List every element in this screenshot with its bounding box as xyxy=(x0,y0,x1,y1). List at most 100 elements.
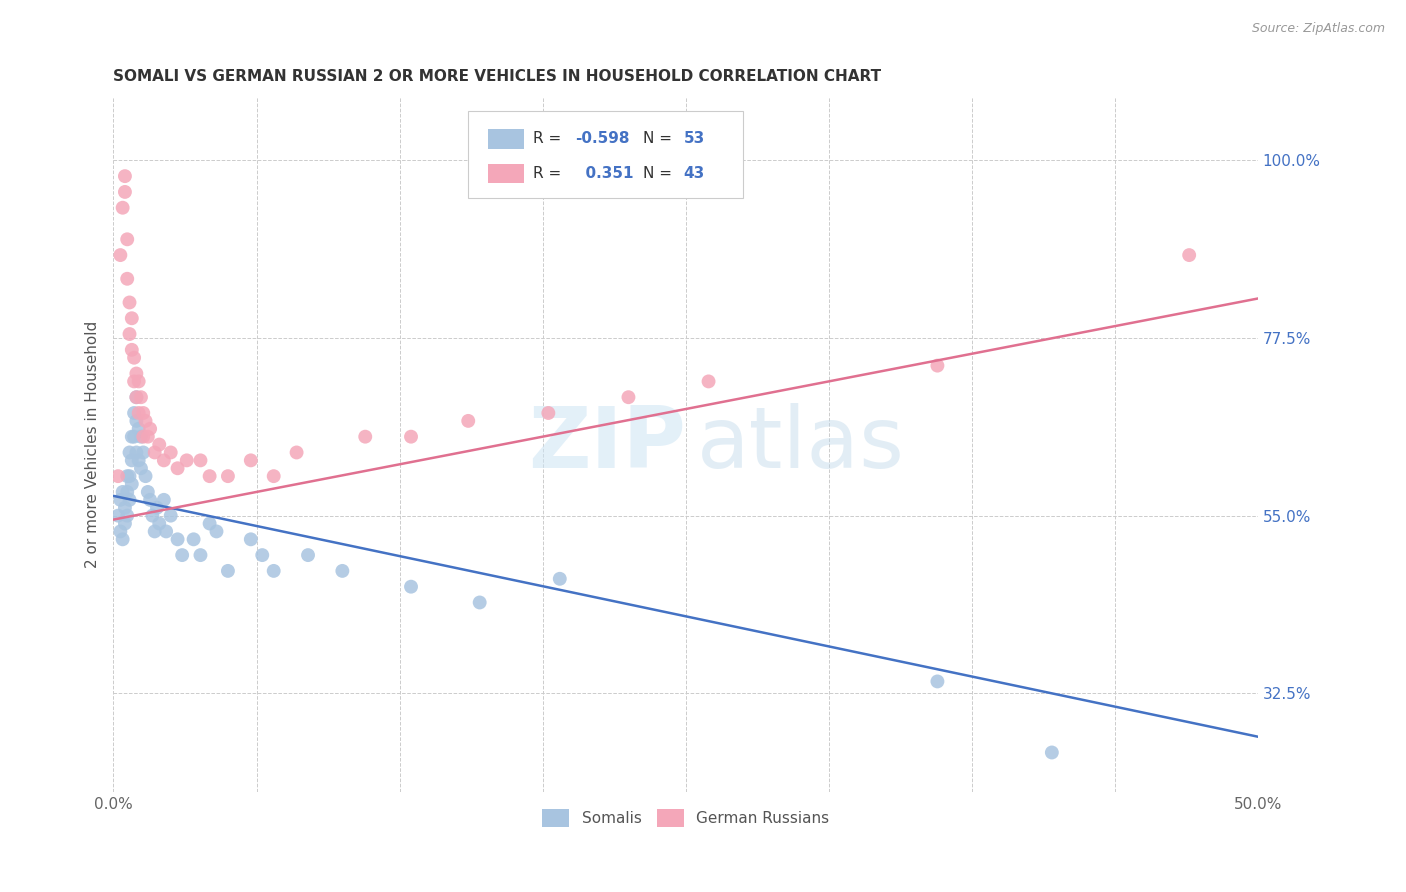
FancyBboxPatch shape xyxy=(468,112,742,198)
Point xyxy=(114,185,136,199)
Point xyxy=(121,430,143,444)
Point xyxy=(155,524,177,539)
Text: Source: ZipAtlas.com: Source: ZipAtlas.com xyxy=(1251,22,1385,36)
Point xyxy=(122,375,145,389)
Point xyxy=(125,390,148,404)
Point xyxy=(135,469,157,483)
Point xyxy=(166,533,188,547)
Point xyxy=(927,359,949,373)
Point xyxy=(697,375,720,389)
Point xyxy=(190,548,212,562)
Point xyxy=(159,445,181,459)
Point xyxy=(132,406,155,420)
Point xyxy=(399,580,422,594)
Point xyxy=(115,485,138,500)
FancyBboxPatch shape xyxy=(488,129,524,149)
Point xyxy=(332,564,354,578)
Point xyxy=(927,674,949,689)
Point xyxy=(121,477,143,491)
Point xyxy=(110,248,132,262)
Point xyxy=(115,272,138,286)
Point xyxy=(122,406,145,420)
Point xyxy=(118,295,141,310)
Point xyxy=(129,390,152,404)
Point xyxy=(239,533,262,547)
Point xyxy=(263,469,285,483)
Point xyxy=(1040,746,1063,760)
Point xyxy=(122,351,145,365)
FancyBboxPatch shape xyxy=(488,164,524,184)
Point xyxy=(115,508,138,523)
Point xyxy=(110,492,132,507)
Point xyxy=(159,508,181,523)
Text: R =: R = xyxy=(533,131,567,146)
Point xyxy=(121,311,143,326)
Point xyxy=(128,453,150,467)
Point xyxy=(136,430,159,444)
Point xyxy=(114,169,136,183)
Point xyxy=(166,461,188,475)
Point xyxy=(132,445,155,459)
Point xyxy=(114,516,136,531)
Point xyxy=(118,492,141,507)
Point xyxy=(110,524,132,539)
Point xyxy=(198,516,221,531)
Point xyxy=(125,367,148,381)
Text: -0.598: -0.598 xyxy=(575,131,628,146)
Text: 53: 53 xyxy=(683,131,704,146)
Point xyxy=(139,492,162,507)
Point xyxy=(176,453,198,467)
Point xyxy=(139,422,162,436)
Point xyxy=(115,232,138,246)
Point xyxy=(468,595,491,609)
Point xyxy=(143,445,166,459)
Point xyxy=(132,430,155,444)
Point xyxy=(121,343,143,357)
Point xyxy=(217,564,239,578)
Text: N =: N = xyxy=(644,166,678,181)
Point xyxy=(125,390,148,404)
Point xyxy=(239,453,262,467)
Text: 43: 43 xyxy=(683,166,704,181)
Point xyxy=(548,572,571,586)
Point xyxy=(107,469,129,483)
Point xyxy=(111,533,134,547)
Point xyxy=(205,524,228,539)
Point xyxy=(143,524,166,539)
Point xyxy=(198,469,221,483)
Point xyxy=(128,406,150,420)
Point xyxy=(153,453,176,467)
Point xyxy=(114,500,136,515)
Point xyxy=(148,437,170,451)
Legend: Somalis, German Russians: Somalis, German Russians xyxy=(536,803,835,833)
Point xyxy=(146,500,169,515)
Point xyxy=(125,445,148,459)
Text: atlas: atlas xyxy=(697,403,905,486)
Point xyxy=(115,469,138,483)
Text: 0.351: 0.351 xyxy=(575,166,633,181)
Point xyxy=(148,516,170,531)
Point xyxy=(111,485,134,500)
Point xyxy=(285,445,308,459)
Point xyxy=(217,469,239,483)
Point xyxy=(121,453,143,467)
Point xyxy=(129,461,152,475)
Point xyxy=(153,492,176,507)
Point xyxy=(125,414,148,428)
Point xyxy=(1178,248,1201,262)
Point xyxy=(252,548,274,562)
Text: SOMALI VS GERMAN RUSSIAN 2 OR MORE VEHICLES IN HOUSEHOLD CORRELATION CHART: SOMALI VS GERMAN RUSSIAN 2 OR MORE VEHIC… xyxy=(114,69,882,84)
Point xyxy=(135,414,157,428)
Point xyxy=(297,548,319,562)
Point xyxy=(128,422,150,436)
Point xyxy=(617,390,640,404)
Point xyxy=(118,469,141,483)
Point xyxy=(354,430,377,444)
Point xyxy=(128,375,150,389)
Text: ZIP: ZIP xyxy=(527,403,686,486)
Point xyxy=(537,406,560,420)
Point xyxy=(118,445,141,459)
Point xyxy=(190,453,212,467)
Point xyxy=(183,533,205,547)
Point xyxy=(111,201,134,215)
